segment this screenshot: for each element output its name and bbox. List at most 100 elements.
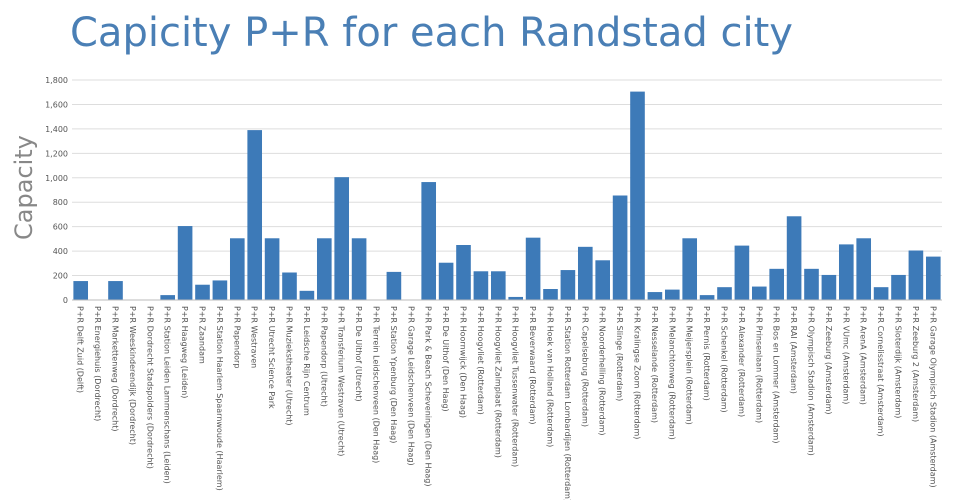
bar[interactable] xyxy=(195,284,210,300)
bar[interactable] xyxy=(873,287,889,300)
x-tick-label: P+R Olympisch Stadion (Amsterdam) xyxy=(807,306,816,456)
x-tick-label: P+R Papendorp xyxy=(232,306,241,368)
bar[interactable] xyxy=(647,292,663,300)
bar[interactable] xyxy=(108,281,123,300)
bar[interactable] xyxy=(438,262,454,300)
bar[interactable] xyxy=(630,91,645,300)
x-tick-label: P+R De Uithof (Utrecht) xyxy=(354,306,363,402)
x-tick-label: P+R Weeskinderendijk (Dordrecht) xyxy=(128,306,137,445)
bar[interactable] xyxy=(473,271,489,300)
bar[interactable] xyxy=(299,290,315,300)
x-tick-label: P+R Delft Zuid (Delft) xyxy=(76,306,85,393)
x-tick-label: P+R Hoornwijck (Den Haag) xyxy=(459,306,468,418)
x-tick-label: P+R Melanchtonweg (Rotterdam) xyxy=(667,306,676,440)
bar[interactable] xyxy=(282,272,297,301)
x-tick-label: P+R Sloterdijk (Amsterdam) xyxy=(894,306,903,418)
bar[interactable] xyxy=(334,177,350,300)
bar[interactable] xyxy=(490,271,506,300)
x-tick-label: P+R De Uithof (Den Haag) xyxy=(441,306,450,412)
x-tick-label: P+R Alexander (Rotterdam) xyxy=(737,306,746,417)
bar[interactable] xyxy=(891,274,906,300)
x-tick-label: P+R Slinge (Rotterdam) xyxy=(615,306,624,401)
bar[interactable] xyxy=(856,238,872,300)
bar[interactable] xyxy=(560,270,576,300)
bar[interactable] xyxy=(247,130,263,300)
x-tick-label: P+R Schenkel (Rotterdam) xyxy=(720,306,729,413)
x-tick-label: P+R Hoek van Holland (Rotterdam) xyxy=(546,306,555,447)
gridlines xyxy=(72,79,942,301)
bar[interactable] xyxy=(595,260,611,300)
bar[interactable] xyxy=(73,281,89,300)
x-tick-label: P+R Cornelisstraat (Amsterdam) xyxy=(876,306,885,437)
x-tick-label: P+R Zeeburg (Amsterdam) xyxy=(824,306,833,415)
y-tick-label: 0 xyxy=(63,296,68,305)
bar[interactable] xyxy=(525,237,541,300)
y-tick-label: 400 xyxy=(53,247,68,256)
x-tick-label: P+R Hoogvliet Zalmplaat (Rotterdam) xyxy=(493,306,502,458)
x-tick-label: P+R Park & Beach Scheveningen (Den Haag) xyxy=(424,306,433,487)
bar[interactable] xyxy=(717,287,732,300)
x-tick-label: P+R VUmc (Amsterdam) xyxy=(841,306,850,404)
x-tick-label: P+R Haagweg (Leiden) xyxy=(180,306,189,398)
x-tick-label: P+R Utrecht Science Park xyxy=(267,306,276,409)
x-tick-label: P+R Bos en Lommer (Amsterdam) xyxy=(772,306,781,443)
bar[interactable] xyxy=(734,245,750,300)
bar[interactable] xyxy=(316,238,332,300)
bar[interactable] xyxy=(177,226,193,300)
bar[interactable] xyxy=(386,271,402,300)
x-tick-label: P+R Hoogvliet (Rotterdam) xyxy=(476,306,485,415)
x-tick-label: P+R Terrein Leidschenveen (Den Haag) xyxy=(372,306,381,463)
y-tick-label: 600 xyxy=(53,223,68,232)
x-tick-label: P+R Pernis (Rotterdam) xyxy=(702,306,711,401)
bar[interactable] xyxy=(612,195,628,301)
bar[interactable] xyxy=(264,238,280,300)
x-tick-label: P+R Markettenweg (Dordrecht) xyxy=(111,306,120,432)
y-tick-label: 800 xyxy=(53,198,68,207)
bar[interactable] xyxy=(351,238,367,300)
bar[interactable] xyxy=(786,216,802,300)
bar[interactable] xyxy=(682,238,698,300)
bar[interactable] xyxy=(508,296,524,300)
y-tick-label: 1,600 xyxy=(45,100,68,109)
x-tick-label: P+R Muziekstheater (Utrecht) xyxy=(285,306,294,426)
bar[interactable] xyxy=(421,182,437,300)
x-tick-label: P+R Nesselande (Rotterdam) xyxy=(650,306,659,423)
bar[interactable] xyxy=(229,238,245,300)
x-tick-label: P+R Beverwaard (Rotterdam) xyxy=(528,306,537,425)
bar[interactable] xyxy=(821,274,837,300)
x-tick-label: P+R Garage Leidschenveen (Den Haag) xyxy=(406,306,415,466)
bar[interactable] xyxy=(804,268,819,300)
x-tick-label: P+R Energiehuis (Dordrecht) xyxy=(93,306,102,421)
bar[interactable] xyxy=(212,280,228,300)
bar[interactable] xyxy=(664,289,680,300)
bar[interactable] xyxy=(925,256,941,300)
bar[interactable] xyxy=(699,295,715,300)
y-tick-label: 1,000 xyxy=(45,174,68,183)
y-tick-label: 1,800 xyxy=(45,76,68,85)
x-tick-label: P+R Prinsenlaan (Rotterdam) xyxy=(754,306,763,423)
x-tick-label: P+R Station Haarlem Spaarnwoude (Haarlem… xyxy=(215,306,224,491)
x-tick-label: P+R Transferium Westraven (Utrecht) xyxy=(337,306,346,456)
x-tick-label: P+R Noorderhelling (Rotterdam) xyxy=(598,306,607,436)
x-tick-label: P+R Station Rotterdam Lombardijen (Rotte… xyxy=(563,306,572,500)
x-tick-label: P+R Station Leiden Lammenschans (Leiden) xyxy=(163,306,172,484)
x-tick-label: P+R Dordrecht Stadspolders (Dordrecht) xyxy=(145,306,154,469)
bar[interactable] xyxy=(908,250,924,301)
x-tick-label: P+R Station Ypenburg (Den Haag) xyxy=(389,306,398,443)
bar[interactable] xyxy=(769,268,785,300)
bar[interactable] xyxy=(543,289,558,300)
bar[interactable] xyxy=(577,246,593,300)
x-tick-label: P+R Meijersplein (Rotterdam) xyxy=(685,306,694,425)
x-tick-label: P+R Leidsche Rijn Centrum xyxy=(302,306,311,416)
bar[interactable] xyxy=(751,286,767,300)
x-tick-label: P+R ArenA (Amsterdam) xyxy=(859,306,868,405)
bar[interactable] xyxy=(838,244,854,300)
x-tick-label: P+R Zeeburg 2 (Amsterdam) xyxy=(911,306,920,422)
y-tick-label: 200 xyxy=(53,272,68,281)
bar[interactable] xyxy=(456,245,471,300)
x-tick-label: P+R Hoogvliet Tussenwater (Rotterdam) xyxy=(511,306,520,467)
y-tick-label: 1,400 xyxy=(45,125,68,134)
bar[interactable] xyxy=(160,295,176,300)
